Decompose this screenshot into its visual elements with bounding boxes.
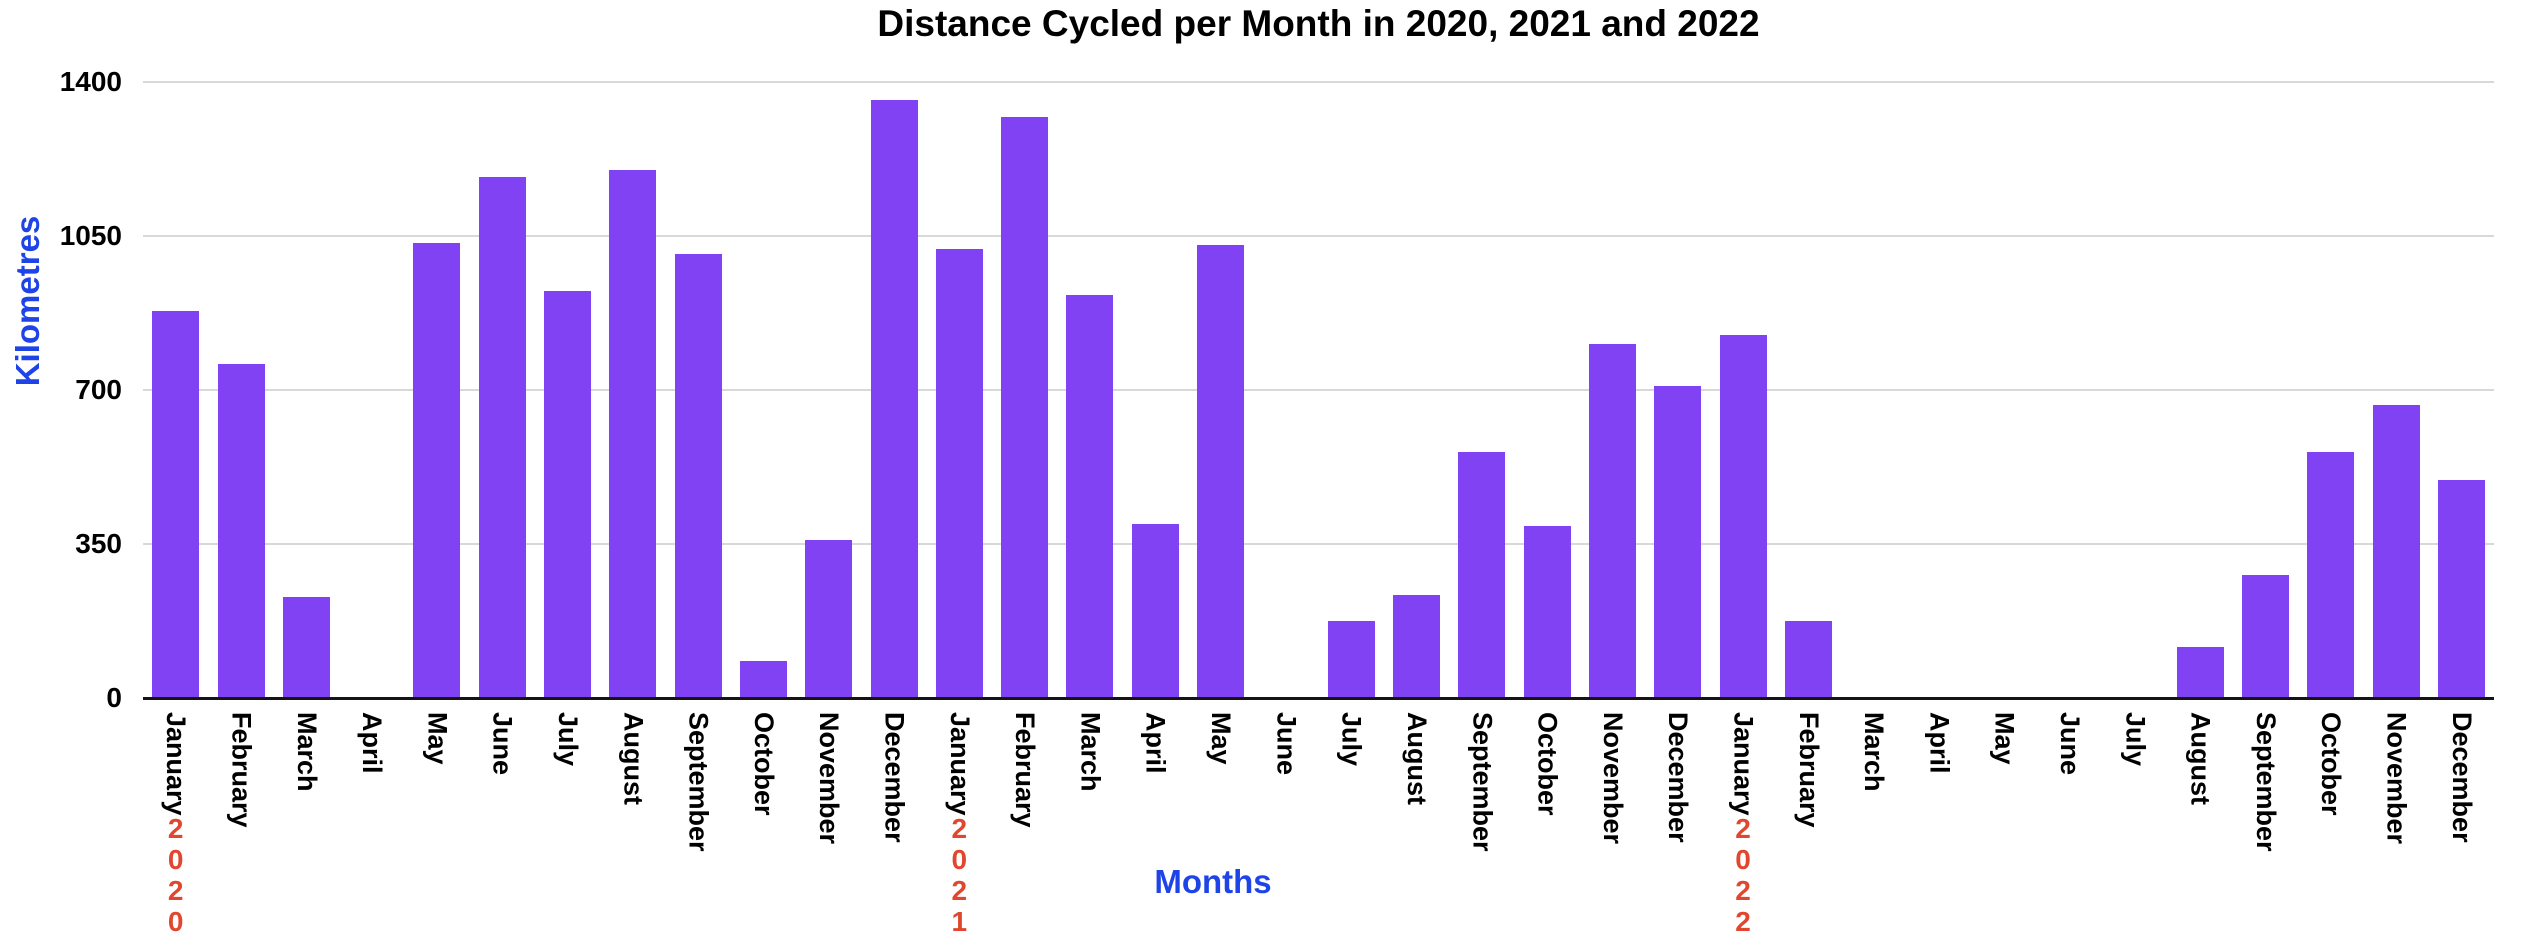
bar-may-2021 [1197, 244, 1244, 698]
x-tick-label: March [1859, 712, 1890, 792]
bar-september-2022 [2241, 574, 2289, 698]
bar-february-2021 [1001, 117, 1049, 698]
bar-october-2020 [739, 660, 787, 698]
x-tick-label: June [1271, 712, 1302, 776]
bar-january-2021 [935, 249, 983, 698]
bar-october-2022 [2307, 451, 2355, 698]
x-tick-label: September [683, 712, 714, 852]
y-tick-label: 350 [75, 528, 122, 559]
bar-october-2021 [1523, 526, 1571, 698]
bar-march-2021 [1066, 295, 1114, 698]
bar-january-2022 [1719, 335, 1767, 698]
x-tick-label: June [2055, 712, 2085, 776]
bar-february-2020 [217, 363, 265, 698]
y-tick-label: 1050 [59, 220, 122, 251]
year-label-2022: 2 0 2 2 [1735, 813, 1751, 937]
gridline-1050 [143, 235, 2494, 237]
y-tick-label: 0 [106, 682, 122, 713]
y-axis-title: Kilometres [9, 215, 46, 387]
x-tick-label: September [2250, 712, 2281, 852]
x-tick-label: January [944, 712, 975, 816]
x-tick-label: April [1140, 712, 1171, 774]
x-tick-label: April [1924, 712, 1955, 774]
x-tick-label: October [2316, 712, 2347, 816]
bar-may-2020 [413, 242, 461, 698]
bar-january-2020 [152, 310, 200, 698]
x-tick-label: December [879, 712, 910, 843]
bar-august-2020 [609, 170, 657, 698]
x-tick-label: November [1597, 712, 1628, 845]
gridline-350 [143, 543, 2494, 545]
bar-february-2022 [1784, 621, 1832, 698]
x-tick-label: March [291, 712, 322, 792]
x-tick-label: March [1075, 712, 1106, 792]
x-tick-label: October [1532, 712, 1563, 816]
x-tick-label: September [1467, 712, 1498, 852]
x-tick-label: November [2381, 712, 2412, 845]
bar-december-2022 [2437, 480, 2485, 698]
bar-march-2020 [282, 596, 330, 698]
chart-title: Distance Cycled per Month in 2020, 2021 … [877, 3, 1760, 44]
bar-november-2022 [2372, 405, 2420, 698]
x-tick-label: May [1206, 712, 1236, 765]
x-tick-label: February [1793, 712, 1824, 828]
x-tick-label: July [1336, 712, 1367, 767]
gridline-1400 [143, 81, 2494, 83]
x-tick-label: November [814, 712, 845, 845]
x-axis-line [143, 697, 2494, 700]
x-tick-label: December [2446, 712, 2477, 843]
bar-december-2020 [870, 99, 918, 698]
bar-november-2021 [1588, 343, 1636, 698]
x-tick-label: May [422, 712, 453, 765]
year-label-2021: 2 0 2 1 [951, 813, 968, 937]
bar-july-2021 [1327, 621, 1375, 698]
x-tick-label: February [226, 712, 257, 828]
x-tick-label: February [1010, 712, 1041, 828]
x-tick-label: October [748, 712, 779, 816]
bar-december-2021 [1654, 385, 1702, 698]
y-tick-label: 1400 [59, 66, 122, 97]
bar-november-2020 [805, 539, 853, 698]
x-tick-label: August [618, 712, 649, 805]
x-tick-label: April [357, 712, 388, 774]
x-tick-label: July [2120, 712, 2151, 767]
x-tick-label: August [2185, 712, 2216, 805]
bar-september-2020 [674, 253, 722, 698]
y-tick-label: 700 [75, 374, 122, 405]
x-axis-title: Months [1154, 863, 1272, 900]
x-tick-label: January [161, 712, 192, 816]
bar-june-2020 [478, 176, 526, 698]
x-tick-label: June [487, 712, 518, 776]
bar-july-2020 [544, 291, 591, 698]
x-tick-label: July [553, 712, 583, 767]
year-label-2020: 2 0 2 0 [167, 813, 184, 937]
x-tick-label: December [1663, 712, 1694, 843]
bar-september-2021 [1458, 451, 1506, 698]
x-tick-label: January [1728, 712, 1759, 816]
bar-august-2022 [2176, 647, 2224, 698]
bar-august-2021 [1393, 594, 1440, 698]
gridline-700 [143, 389, 2494, 391]
x-tick-label: May [1989, 712, 2020, 765]
x-tick-label: August [1402, 712, 1432, 805]
bar-april-2021 [1131, 524, 1179, 698]
